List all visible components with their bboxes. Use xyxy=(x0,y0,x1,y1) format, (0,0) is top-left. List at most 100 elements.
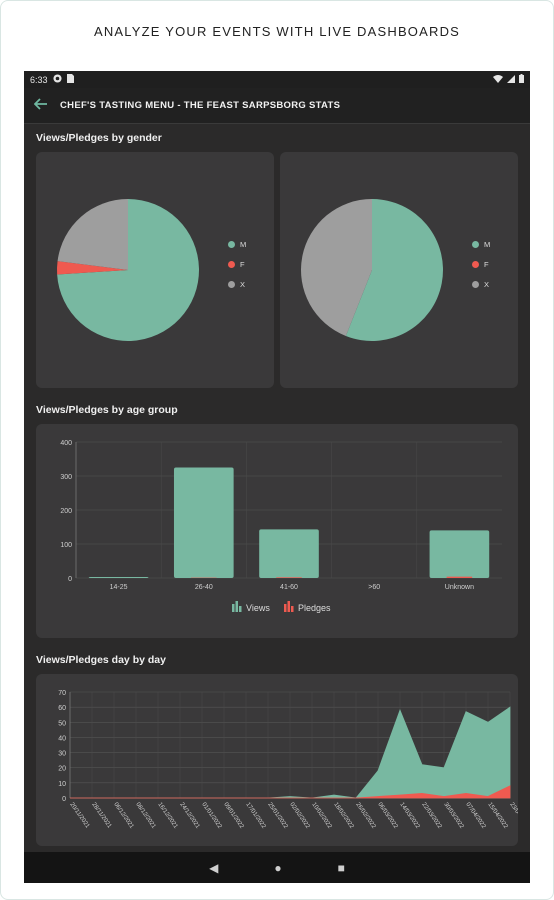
signal-icon xyxy=(507,74,515,85)
y-tick-label: 0 xyxy=(62,796,66,803)
x-tick-label: 25/01/2022 xyxy=(266,802,289,831)
x-tick-label: 10/02/2022 xyxy=(310,802,333,831)
x-tick-label: 41-60 xyxy=(280,584,298,591)
nav-home-icon[interactable]: ● xyxy=(274,860,282,875)
y-tick-label: 300 xyxy=(60,474,72,481)
x-tick-label: 16/12/2021 xyxy=(156,802,179,831)
x-tick-label: 02/02/2022 xyxy=(288,802,311,831)
y-tick-label: 0 xyxy=(68,576,72,583)
battery-icon xyxy=(519,74,524,85)
legend-item-m: M xyxy=(472,234,490,254)
gender-views-card: M F X xyxy=(36,152,274,388)
x-tick-label: 24/12/2021 xyxy=(178,802,201,831)
legend-views-icon xyxy=(232,601,242,612)
y-tick-label: 100 xyxy=(60,542,72,549)
legend-item-m: M xyxy=(228,234,246,254)
x-tick-label: 20/11/2021 xyxy=(68,802,90,830)
legend-dot-f xyxy=(228,260,235,268)
y-tick-label: 10 xyxy=(58,781,66,788)
legend-pledges-icon xyxy=(284,601,294,612)
gender-pledges-card: M F X xyxy=(280,152,518,388)
wifi-icon xyxy=(493,74,503,85)
bar-views xyxy=(259,529,319,578)
bar-views xyxy=(88,576,149,578)
x-tick-label: 18/02/2022 xyxy=(332,802,355,831)
x-tick-label: 26/02/2022 xyxy=(354,802,377,831)
nav-back-icon[interactable]: ◀ xyxy=(209,860,219,875)
status-bar: 6:33 xyxy=(24,71,530,88)
pie-slice-m xyxy=(57,199,199,341)
legend-dot-x xyxy=(472,280,479,288)
section-title-daily: Views/Pledges day by day xyxy=(36,654,166,666)
section-title-age: Views/Pledges by age group xyxy=(36,404,178,416)
bar-pledges xyxy=(276,577,302,578)
x-tick-label: 06/12/2021 xyxy=(112,802,135,831)
age-group-bar-chart: 0 100 200 300 400 14-25 26-40 41-60 >60 Unknown Vi… xyxy=(60,440,502,613)
banner-headline: ANALYZE YOUR EVENTS WITH LIVE DASHBOARDS xyxy=(93,24,461,39)
legend-label-m: M xyxy=(484,239,491,249)
x-tick-label: 06/03/2022 xyxy=(376,802,399,831)
legend-label-f: F xyxy=(484,259,489,269)
y-tick-label: 40 xyxy=(58,735,66,742)
legend-label-x: X xyxy=(240,279,246,289)
pie-slice-x xyxy=(301,199,372,337)
x-tick-label: 23/04/2022 xyxy=(508,802,518,831)
daily-area-chart: 0 10 20 30 40 50 60 70 20/11/2021 28/11/2021 06/12… xyxy=(58,690,530,831)
gender-pledges-legend: M F X xyxy=(472,234,490,294)
x-tick-label: 30/03/2022 xyxy=(442,802,465,831)
legend-label-x: X xyxy=(484,279,490,289)
page-title: CHEF'S TASTING MENU - THE FEAST SARPSBOR… xyxy=(60,100,341,111)
y-tick-label: 60 xyxy=(58,705,66,712)
legend-dot-m xyxy=(228,240,235,248)
area-pledges xyxy=(70,785,511,799)
x-tick-label: 07/04/2022 xyxy=(464,802,487,831)
y-tick-label: 400 xyxy=(60,440,72,447)
pie-slice-m xyxy=(345,199,443,341)
legend-label-m: M xyxy=(240,239,247,249)
x-tick-label: 28/11/2021 xyxy=(90,802,112,830)
legend-dot-x xyxy=(228,280,235,288)
x-tick-label: 15/04/2022 xyxy=(486,802,509,831)
x-tick-label: 17/01/2022 xyxy=(244,802,267,831)
y-tick-label: 50 xyxy=(58,720,66,727)
status-time: 6:33 xyxy=(30,74,48,85)
bar-views xyxy=(173,467,234,578)
pie-slice-f xyxy=(57,261,129,275)
gender-pledges-pie xyxy=(301,199,443,341)
stats-content[interactable]: Views/Pledges by gender M F X M F X View… xyxy=(24,124,530,851)
x-tick-label: 14/03/2022 xyxy=(398,802,421,831)
legend-item-x: X xyxy=(228,274,246,294)
x-tick-label: 26-40 xyxy=(195,584,213,591)
app-notification-icon xyxy=(52,74,62,85)
legend-item-x: X xyxy=(472,274,490,294)
pie-slice-x xyxy=(57,199,128,270)
x-tick-label: >60 xyxy=(368,584,380,591)
x-tick-label: 08/12/2021 xyxy=(134,802,157,831)
bar-views xyxy=(429,530,490,578)
legend-label-f: F xyxy=(240,259,245,269)
section-title-gender: Views/Pledges by gender xyxy=(36,132,162,144)
system-nav-bar: ◀ ● ■ xyxy=(24,852,530,883)
daily-card: 0 10 20 30 40 50 60 70 20/11/2021 28/11/2021 06/12… xyxy=(36,674,530,846)
nav-recents-icon[interactable]: ■ xyxy=(337,860,345,875)
x-tick-label: 14-25 xyxy=(110,584,128,591)
x-tick-label: Unknown xyxy=(445,584,474,591)
x-tick-label: 01/01/2022 xyxy=(200,802,223,831)
x-tick-label: 22/03/2022 xyxy=(420,802,443,831)
age-group-card: 0 100 200 300 400 14-25 26-40 41-60 >60 Unknown Vi… xyxy=(36,424,518,638)
sd-card-icon xyxy=(66,74,74,85)
legend-item-f: F xyxy=(228,254,246,274)
gender-views-legend: M F X xyxy=(228,234,246,294)
bar-legend: Views Pledges xyxy=(232,601,331,613)
legend-item-f: F xyxy=(472,254,490,274)
legend-label: Views xyxy=(246,603,270,613)
legend-dot-f xyxy=(472,260,479,268)
back-arrow-icon[interactable] xyxy=(33,97,60,115)
y-tick-label: 70 xyxy=(58,690,66,697)
legend-dot-m xyxy=(472,240,479,248)
y-tick-label: 20 xyxy=(58,766,66,773)
y-tick-label: 30 xyxy=(58,751,66,758)
gender-views-pie xyxy=(57,199,199,341)
y-tick-label: 200 xyxy=(60,508,72,515)
device-screen: 6:33 CHEF'S TASTING MENU - THE FEAST SAR… xyxy=(24,71,530,883)
